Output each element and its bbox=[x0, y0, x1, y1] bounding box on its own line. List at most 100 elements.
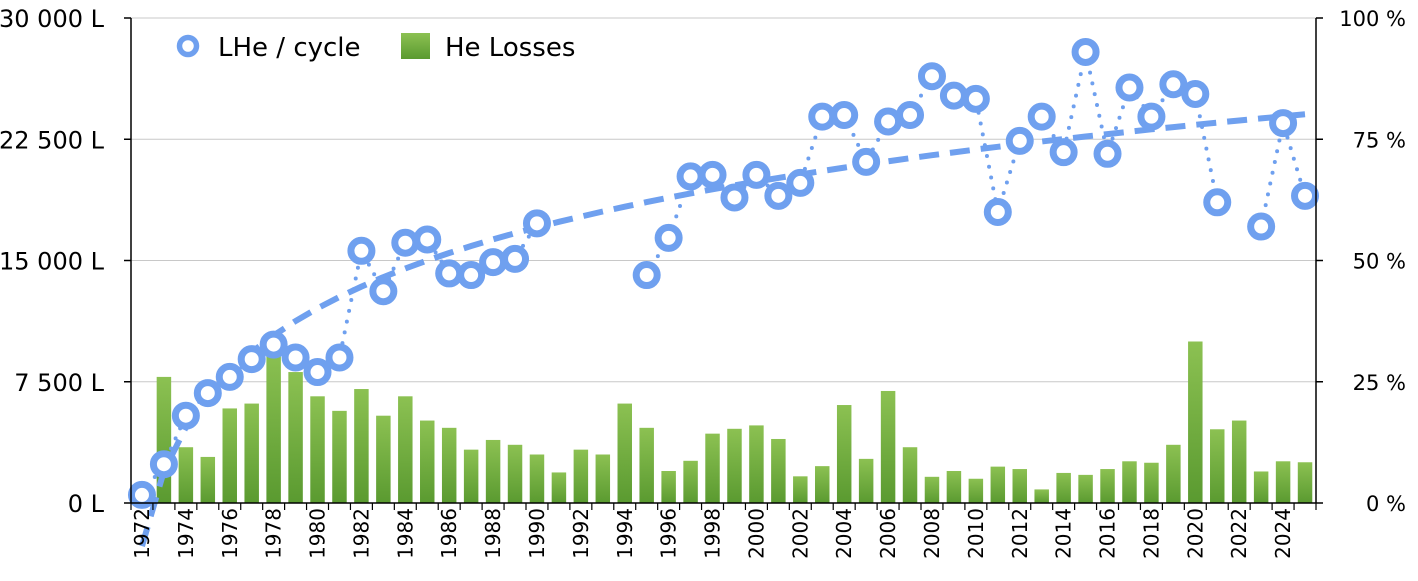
marker-lhe-2000 bbox=[742, 160, 771, 189]
marker-lhe-2009 bbox=[939, 81, 968, 110]
bar-he-losses-1987 bbox=[463, 449, 479, 503]
bar-he-losses-1995 bbox=[639, 427, 654, 503]
x-tick-label: 2012 bbox=[1008, 508, 1032, 559]
bar-he-losses-2023 bbox=[1253, 471, 1269, 503]
marker-lhe-1983 bbox=[369, 277, 398, 306]
bar-he-losses-2020 bbox=[1188, 341, 1203, 503]
bar-he-losses-1976 bbox=[222, 408, 237, 503]
bar-he-losses-1975 bbox=[200, 456, 216, 503]
y-left-tick-label: 30 000 L bbox=[0, 5, 105, 33]
x-tick-label: 1990 bbox=[525, 508, 549, 559]
marker-lhe-2024 bbox=[1269, 109, 1298, 138]
marker-lhe-2018 bbox=[1137, 102, 1166, 131]
legend-marker-lhe bbox=[176, 34, 200, 58]
bar-he-losses-1990 bbox=[529, 454, 545, 503]
x-tick-label: 2006 bbox=[876, 508, 900, 559]
marker-lhe-1973 bbox=[149, 450, 178, 479]
bar-he-losses-1998 bbox=[705, 433, 720, 503]
marker-lhe-2010 bbox=[961, 84, 990, 113]
y-right-tick-label: 100 % bbox=[1339, 7, 1406, 31]
bar-he-losses-2010 bbox=[968, 478, 984, 503]
bar-he-losses-2011 bbox=[990, 466, 1006, 503]
trendline-path bbox=[139, 111, 1306, 547]
bar-he-losses-1994 bbox=[617, 403, 632, 503]
bar-he-losses-1974 bbox=[178, 447, 194, 503]
marker-lhe-1980 bbox=[303, 358, 332, 387]
legend-swatch-losses bbox=[401, 33, 430, 59]
x-tick-label: 1982 bbox=[349, 508, 373, 559]
x-tick-label: 2022 bbox=[1227, 508, 1251, 559]
marker-lhe-1986 bbox=[435, 259, 464, 288]
marker-lhe-1996 bbox=[654, 223, 683, 252]
bar-he-losses-1977 bbox=[244, 403, 259, 503]
bar-he-losses-2001 bbox=[771, 438, 786, 503]
marker-lhe-2007 bbox=[896, 101, 925, 129]
marker-lhe-2006 bbox=[874, 107, 903, 136]
bar-he-losses-1996 bbox=[661, 470, 676, 503]
bar-he-losses-1983 bbox=[376, 415, 391, 503]
x-tick-label: 2020 bbox=[1183, 508, 1207, 559]
marker-lhe-2002 bbox=[786, 168, 815, 197]
bar-he-losses-1999 bbox=[727, 428, 742, 503]
x-tick-label: 1972 bbox=[130, 508, 154, 559]
marker-lhe-2020 bbox=[1181, 79, 1210, 108]
bar-he-losses-2002 bbox=[793, 476, 808, 503]
bar-he-losses-2000 bbox=[749, 425, 764, 503]
marker-lhe-1978 bbox=[259, 330, 288, 359]
bar-he-losses-1993 bbox=[595, 454, 611, 503]
marker-lhe-2005 bbox=[852, 147, 881, 176]
marker-lhe-2004 bbox=[830, 101, 859, 129]
bar-he-losses-1980 bbox=[310, 396, 325, 503]
marker-lhe-1977 bbox=[237, 345, 266, 374]
bar-he-losses-1979 bbox=[288, 372, 303, 503]
marker-lhe-2023 bbox=[1247, 212, 1276, 241]
y-left-tick-label: 15 000 L bbox=[0, 248, 105, 276]
bar-he-losses-2018 bbox=[1144, 462, 1159, 503]
x-tick-label: 1998 bbox=[701, 508, 725, 559]
marker-lhe-1979 bbox=[281, 343, 310, 372]
y-right-tick-label: 75 % bbox=[1353, 128, 1406, 152]
bar-he-losses-2025 bbox=[1297, 462, 1313, 503]
bar-he-losses-2014 bbox=[1056, 472, 1071, 503]
marker-lhe-2012 bbox=[1005, 126, 1034, 155]
marker-lhe-2003 bbox=[808, 102, 837, 131]
x-tick-label: 1978 bbox=[262, 508, 286, 559]
bar-he-losses-2015 bbox=[1078, 474, 1093, 503]
x-tick-label: 1980 bbox=[306, 508, 330, 559]
marker-lhe-2011 bbox=[983, 198, 1012, 226]
trendline bbox=[139, 111, 1306, 547]
x-tick-label: 2024 bbox=[1271, 508, 1295, 559]
x-tick-label: 1988 bbox=[481, 508, 505, 559]
bar-he-losses-1997 bbox=[683, 460, 698, 503]
x-tick-label: 2018 bbox=[1139, 508, 1163, 559]
bar-he-losses-2006 bbox=[880, 390, 896, 503]
line-series-lhe-per-cycle bbox=[127, 37, 1320, 509]
bar-he-losses-2019 bbox=[1166, 444, 1181, 503]
bar-he-losses-2007 bbox=[902, 447, 918, 503]
marker-lhe-2025 bbox=[1291, 181, 1320, 210]
legend-label-lhe: LHe / cycle bbox=[218, 33, 361, 63]
x-tick-label: 2016 bbox=[1096, 508, 1120, 559]
x-tick-label: 1996 bbox=[657, 508, 681, 559]
x-tick-label: 1994 bbox=[613, 508, 637, 559]
legend-label-losses: He Losses bbox=[445, 33, 575, 63]
marker-lhe-1990 bbox=[522, 209, 551, 238]
marker-lhe-2001 bbox=[764, 181, 793, 210]
gridlines bbox=[131, 17, 1316, 383]
bar-he-losses-1985 bbox=[420, 420, 435, 503]
marker-lhe-1997 bbox=[676, 162, 705, 191]
y-left-tick-label: 22 500 L bbox=[0, 126, 105, 154]
marker-lhe-2014 bbox=[1049, 138, 1078, 167]
x-tick-label: 1992 bbox=[569, 508, 593, 559]
bar-he-losses-1988 bbox=[485, 439, 501, 503]
marker-lhe-1995 bbox=[632, 261, 661, 290]
marker-lhe-1975 bbox=[193, 379, 222, 408]
y-left-tick-label: 7 500 L bbox=[14, 369, 104, 397]
marker-lhe-2017 bbox=[1115, 73, 1144, 102]
x-tick-label: 1976 bbox=[218, 508, 242, 559]
bar-he-losses-1981 bbox=[332, 410, 347, 503]
bar-he-losses-1982 bbox=[354, 389, 369, 503]
x-tick-label: 2010 bbox=[964, 508, 988, 559]
x-tick-label: 1974 bbox=[174, 508, 198, 559]
